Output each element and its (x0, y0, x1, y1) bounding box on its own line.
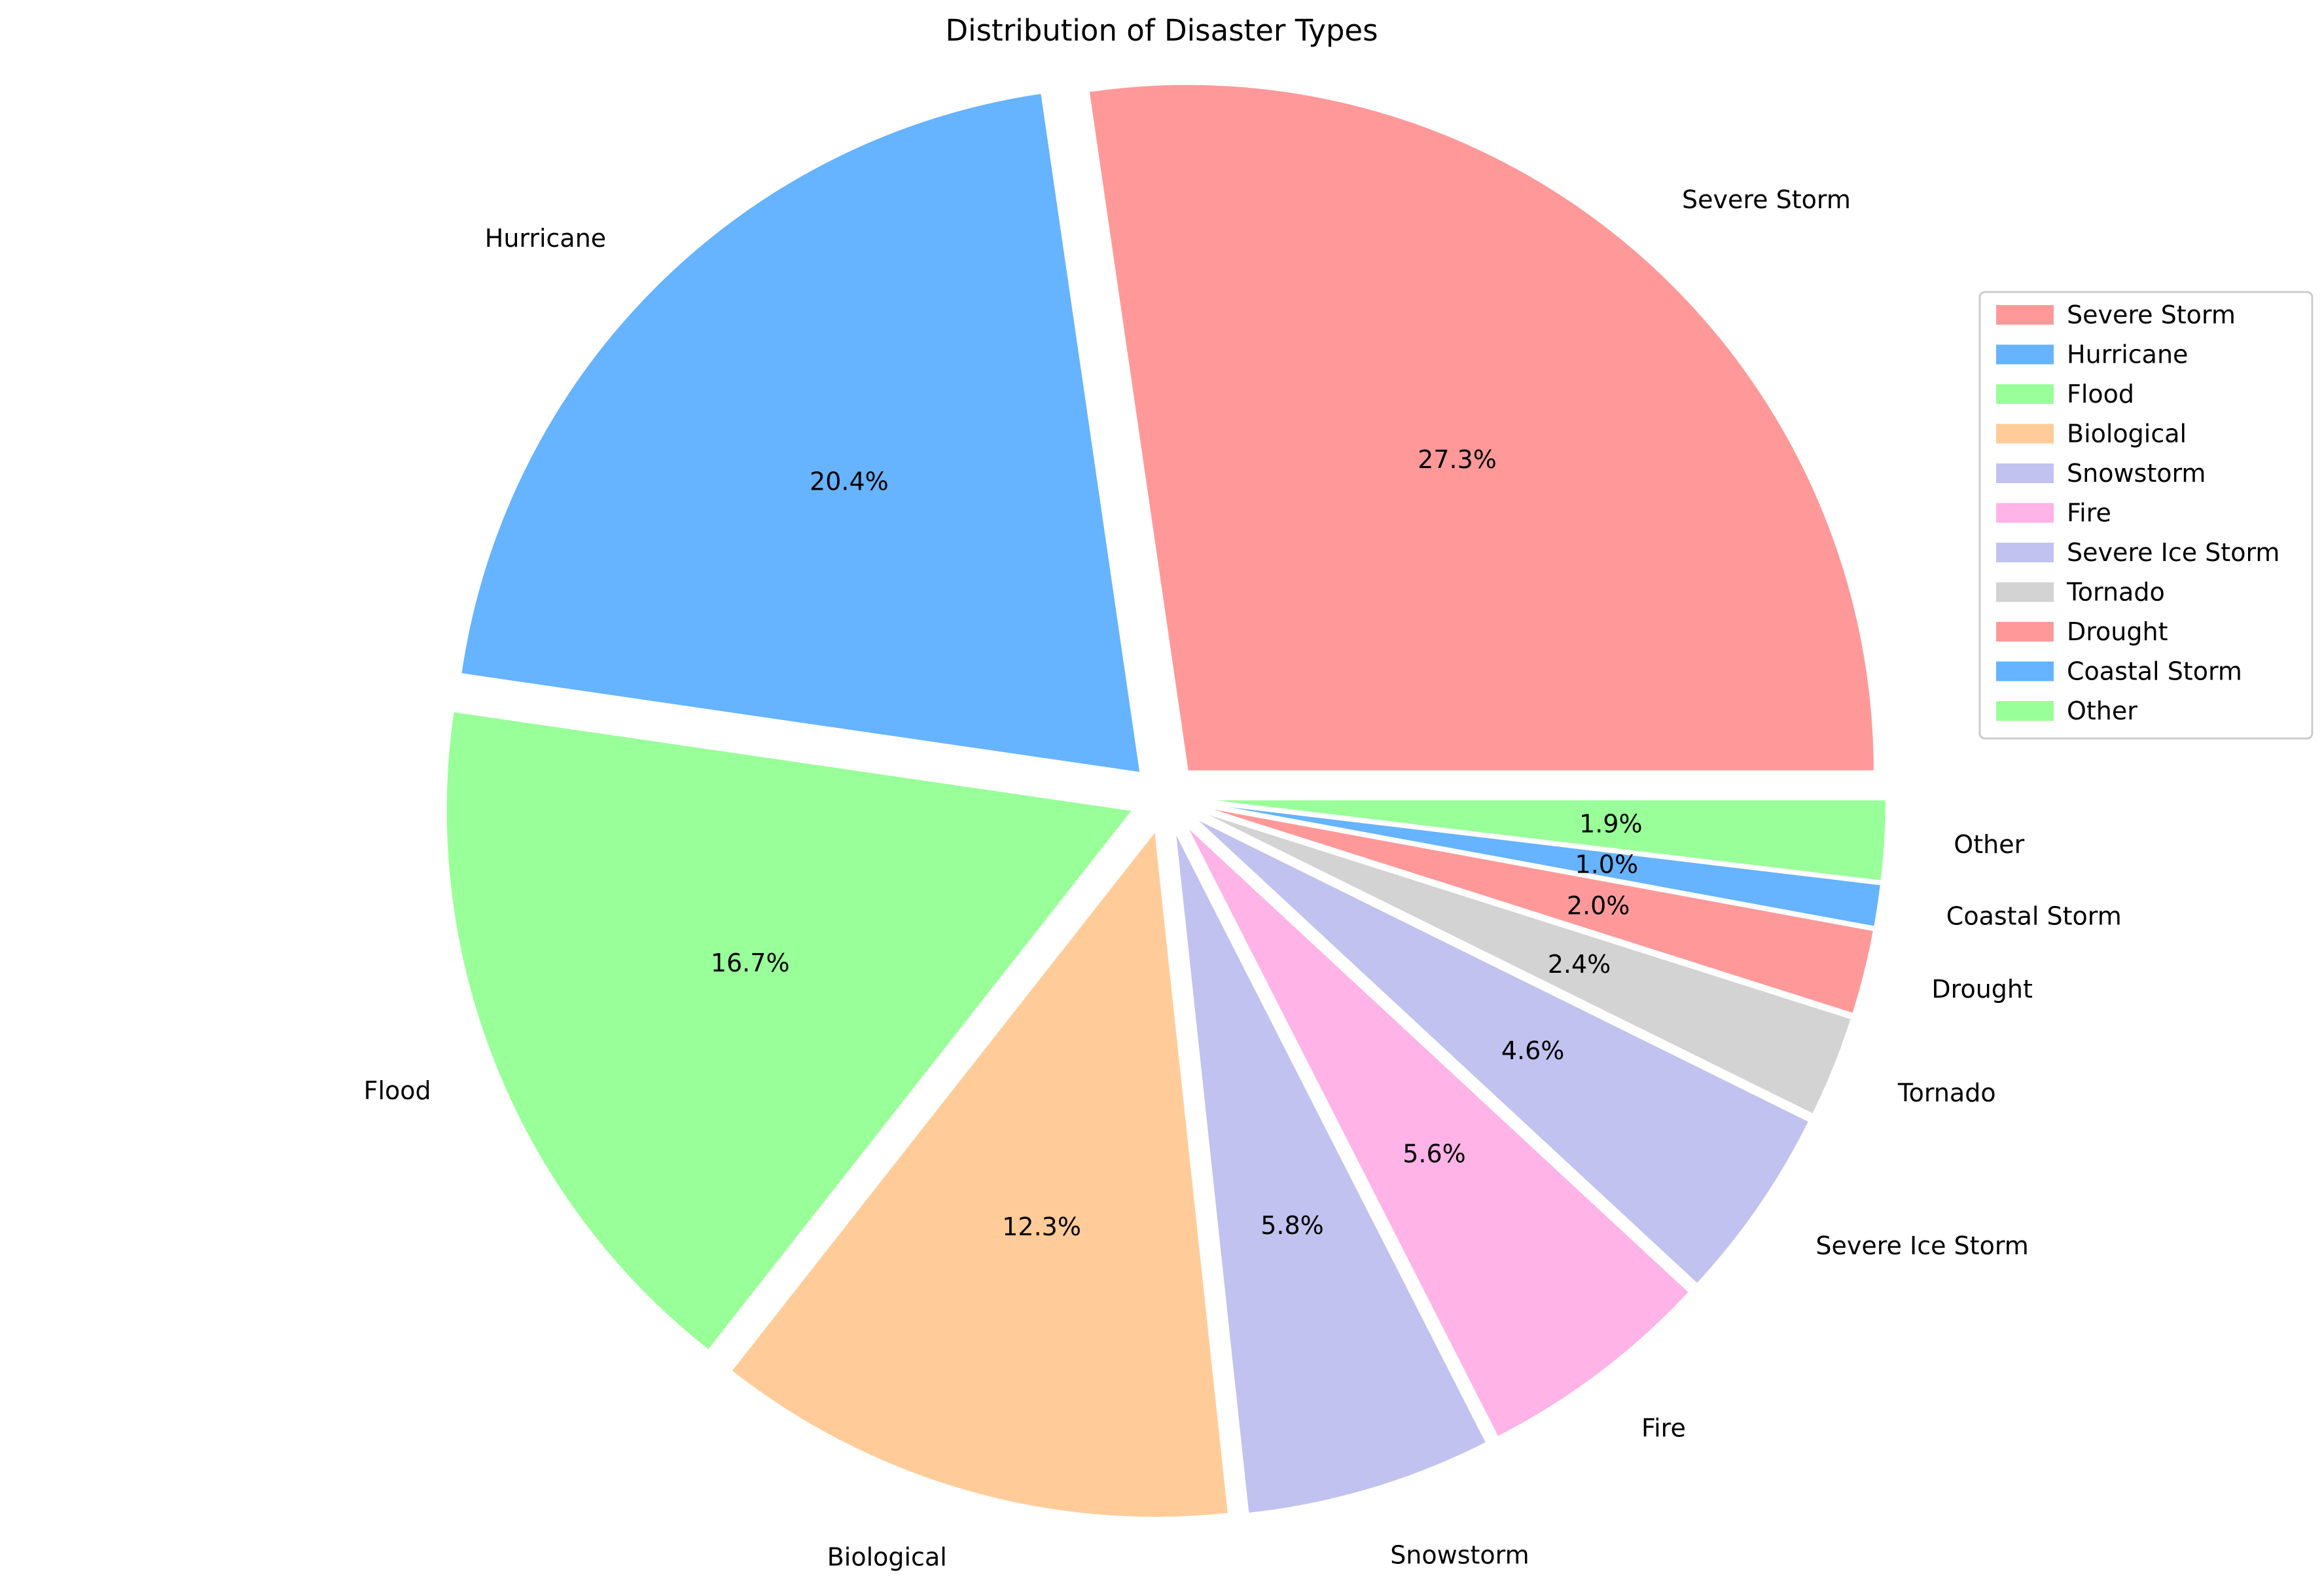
legend-item-drought: Drought (1996, 617, 2168, 646)
legend-swatch (1996, 701, 2054, 721)
legend-label: Coastal Storm (2067, 657, 2242, 686)
pie-slice-snowstorm (1173, 829, 1488, 1515)
pie-slice-other (1199, 798, 1887, 882)
slice-label-flood: Flood (364, 1076, 431, 1105)
legend-swatch (1996, 384, 2054, 404)
legend-item-tornado: Tornado (1996, 578, 2165, 607)
legend-item-coastal-storm: Coastal Storm (1996, 657, 2242, 686)
pie-slices (444, 82, 1887, 1519)
legend-item-hurricane: Hurricane (1996, 340, 2188, 369)
pie-slice-severe-storm (1087, 82, 1876, 772)
legend-item-flood: Flood (1996, 380, 2134, 408)
slice-label-other: Other (1954, 830, 2024, 859)
pie-slice-flood (444, 710, 1135, 1352)
pie-slice-fire (1185, 824, 1691, 1439)
slice-label-coastal-storm: Coastal Storm (1946, 901, 2122, 930)
legend-item-biological: Biological (1996, 420, 2187, 448)
pct-label-tornado: 2.4% (1548, 950, 1611, 979)
slice-label-severe-storm: Severe Storm (1682, 185, 1851, 214)
legend-swatch (1996, 503, 2054, 523)
pie-slice-drought (1198, 805, 1876, 1015)
legend-item-severe-storm: Severe Storm (1996, 300, 2236, 329)
pct-label-severe-storm: 27.3% (1418, 445, 1497, 474)
pct-label-severe-ice-storm: 4.6% (1501, 1036, 1565, 1065)
legend-swatch (1996, 305, 2054, 325)
legend-swatch (1996, 582, 2054, 602)
legend-swatch (1996, 661, 2054, 681)
legend-frame (1978, 291, 2314, 740)
chart-title: Distribution of Disaster Types (945, 13, 1378, 48)
legend-label: Snowstorm (2067, 459, 2206, 488)
pie-slice-hurricane (459, 92, 1142, 774)
slice-label-snowstorm: Snowstorm (1390, 1540, 1529, 1569)
slice-labels: Severe Storm Hurricane Flood Biological Snow… (364, 185, 2122, 1572)
pie-slice-tornado (1196, 809, 1853, 1116)
pct-label-snowstorm: 5.8% (1260, 1211, 1324, 1240)
legend-label: Fire (2067, 499, 2111, 528)
legend-label: Hurricane (2067, 340, 2188, 369)
slice-label-severe-ice-storm: Severe Ice Storm (1815, 1231, 2028, 1260)
pct-label-other: 1.9% (1579, 810, 1643, 839)
pct-label-coastal-storm: 1.0% (1575, 850, 1639, 879)
pct-label-fire: 5.6% (1403, 1140, 1466, 1169)
pie-slice-severe-ice-storm (1192, 816, 1811, 1286)
pct-label-biological: 12.3% (1002, 1212, 1081, 1241)
legend-label: Tornado (2066, 578, 2165, 607)
legend-label: Flood (2067, 380, 2134, 408)
pct-label-flood: 16.7% (711, 949, 790, 977)
legend-item-fire: Fire (1996, 499, 2111, 528)
pie-slice-biological (729, 827, 1230, 1519)
legend-swatch (1996, 543, 2054, 562)
legend-item-other: Other (1996, 697, 2137, 725)
legend-label: Drought (2067, 617, 2168, 646)
slice-label-fire: Fire (1641, 1413, 1686, 1442)
legend-swatch (1996, 463, 2054, 483)
legend-items: Severe Storm Hurricane Flood Biological Snow… (1996, 300, 2279, 725)
slice-label-tornado: Tornado (1897, 1079, 1996, 1108)
legend: Severe Storm Hurricane Flood Biological Snow… (1978, 291, 2314, 740)
pct-label-hurricane: 20.4% (810, 467, 889, 496)
legend-label: Other (2067, 697, 2137, 725)
legend-item-severe-ice-storm: Severe Ice Storm (1996, 538, 2279, 567)
percentage-labels: 27.3% 20.4% 16.7% 12.3% 5.8% 5.6% 4.6% 2.4% 2.0%… (711, 445, 1643, 1241)
legend-label: Severe Storm (2067, 300, 2236, 329)
legend-item-snowstorm: Snowstorm (1996, 459, 2206, 488)
legend-swatch (1996, 424, 2054, 444)
legend-label: Severe Ice Storm (2067, 538, 2279, 567)
slice-label-drought: Drought (1931, 975, 2033, 1004)
legend-swatch (1996, 344, 2054, 365)
slice-label-biological: Biological (827, 1543, 947, 1572)
legend-label: Biological (2067, 420, 2187, 448)
pct-label-drought: 2.0% (1567, 892, 1630, 920)
pie-slice-coastal-storm (1198, 801, 1883, 928)
legend-swatch (1996, 622, 2054, 642)
slice-label-hurricane: Hurricane (485, 224, 606, 253)
